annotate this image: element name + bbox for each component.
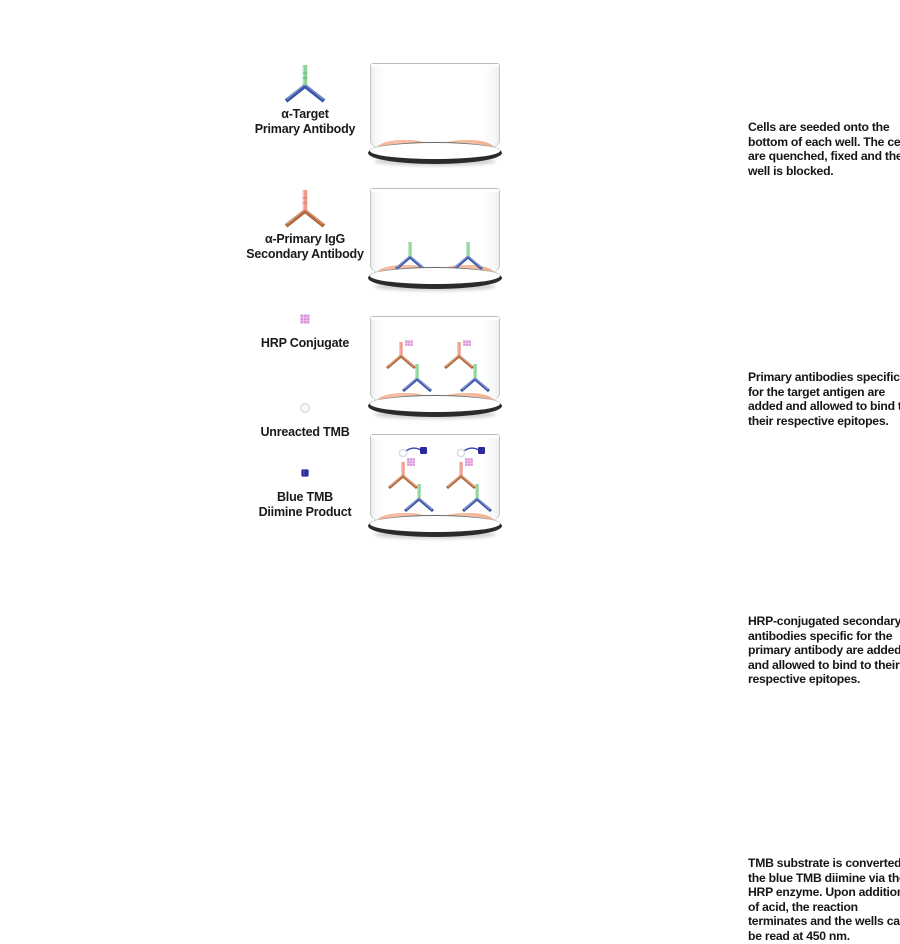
workflow-step-4: Blue TMB Diimine Product [230,428,900,943]
elisa-workflow-figure: α-Target Primary Antibody Cells are seed… [230,55,900,943]
microplate-well-step-1 [368,63,502,166]
primary-antibody-bound [453,242,483,271]
antibody-complex-with-hrp [444,340,490,393]
antibody-complex-with-tmb-product [388,447,434,513]
hrp-marker [405,340,413,346]
well-rim [371,63,499,67]
antibody-salmon-icon [230,186,380,232]
legend-label-line-1: α-Target [281,107,329,121]
antibody-green-blue-icon [230,61,380,107]
legend-label-line-1: Blue TMB [276,490,334,504]
well-rim [371,188,499,192]
antibody-complex-with-hrp [386,340,432,393]
hrp-marker [463,340,471,346]
microplate-well-step-4 [368,434,502,539]
well-body [370,316,500,408]
workflow-step-3: HRP Conjugate Unreacted TMB [230,300,900,686]
antibody-complex-with-tmb-product [446,447,492,513]
well-body [370,434,500,528]
legend-hrp-conjugate: HRP Conjugate Unreacted TMB [230,306,380,439]
step-description-1: Cells are seeded onto the bottom of each… [748,120,900,178]
step-description-4: TMB substrate is converted to the blue T… [748,856,900,943]
legend-label-line-1: α-Primary IgG [264,232,346,246]
workflow-step-2: α-Primary IgG Secondary Antibody [230,180,900,428]
unreacted-tmb-marker [398,448,408,458]
well-rim [371,434,499,438]
legend-label-hrp: HRP Conjugate [260,336,350,350]
well-floor-highlight [370,396,500,412]
workflow-step-1: α-Target Primary Antibody Cells are seed… [230,55,900,178]
tmb-conversion-arrow [456,447,485,458]
hrp-square-icon [230,306,380,332]
step-description-2: Primary antibodies specific for the targ… [748,370,900,428]
well-rim [371,316,499,320]
microplate-well-step-3 [368,316,502,419]
legend-label-line-2: Secondary Antibody [246,246,364,261]
legend-blue-tmb: Blue TMB Diimine Product [230,460,380,519]
legend-primary-antibody: α-Target Primary Antibody [230,61,380,136]
step-description-3: HRP-conjugated secondary antibodies spec… [748,614,900,687]
blue-tmb-diimine-marker [478,447,485,454]
unreacted-tmb-circle-icon [230,395,380,421]
legend-label-line-2: Diimine Product [258,504,352,519]
hrp-marker [465,458,473,466]
blue-tmb-dot-icon [230,460,380,486]
microplate-well-step-2 [368,188,502,291]
hrp-marker [407,458,415,466]
blue-tmb-diimine-marker [420,447,427,454]
legend-secondary-antibody: α-Primary IgG Secondary Antibody [230,186,380,261]
well-floor-highlight [370,143,500,159]
well-floor-highlight [370,268,500,284]
legend-label-unreacted-tmb: Unreacted TMB [260,424,350,439]
tmb-conversion-arrow [398,447,427,458]
unreacted-tmb-marker [456,448,466,458]
well-floor-highlight [370,516,500,532]
legend-label-line-2: Primary Antibody [254,121,356,136]
